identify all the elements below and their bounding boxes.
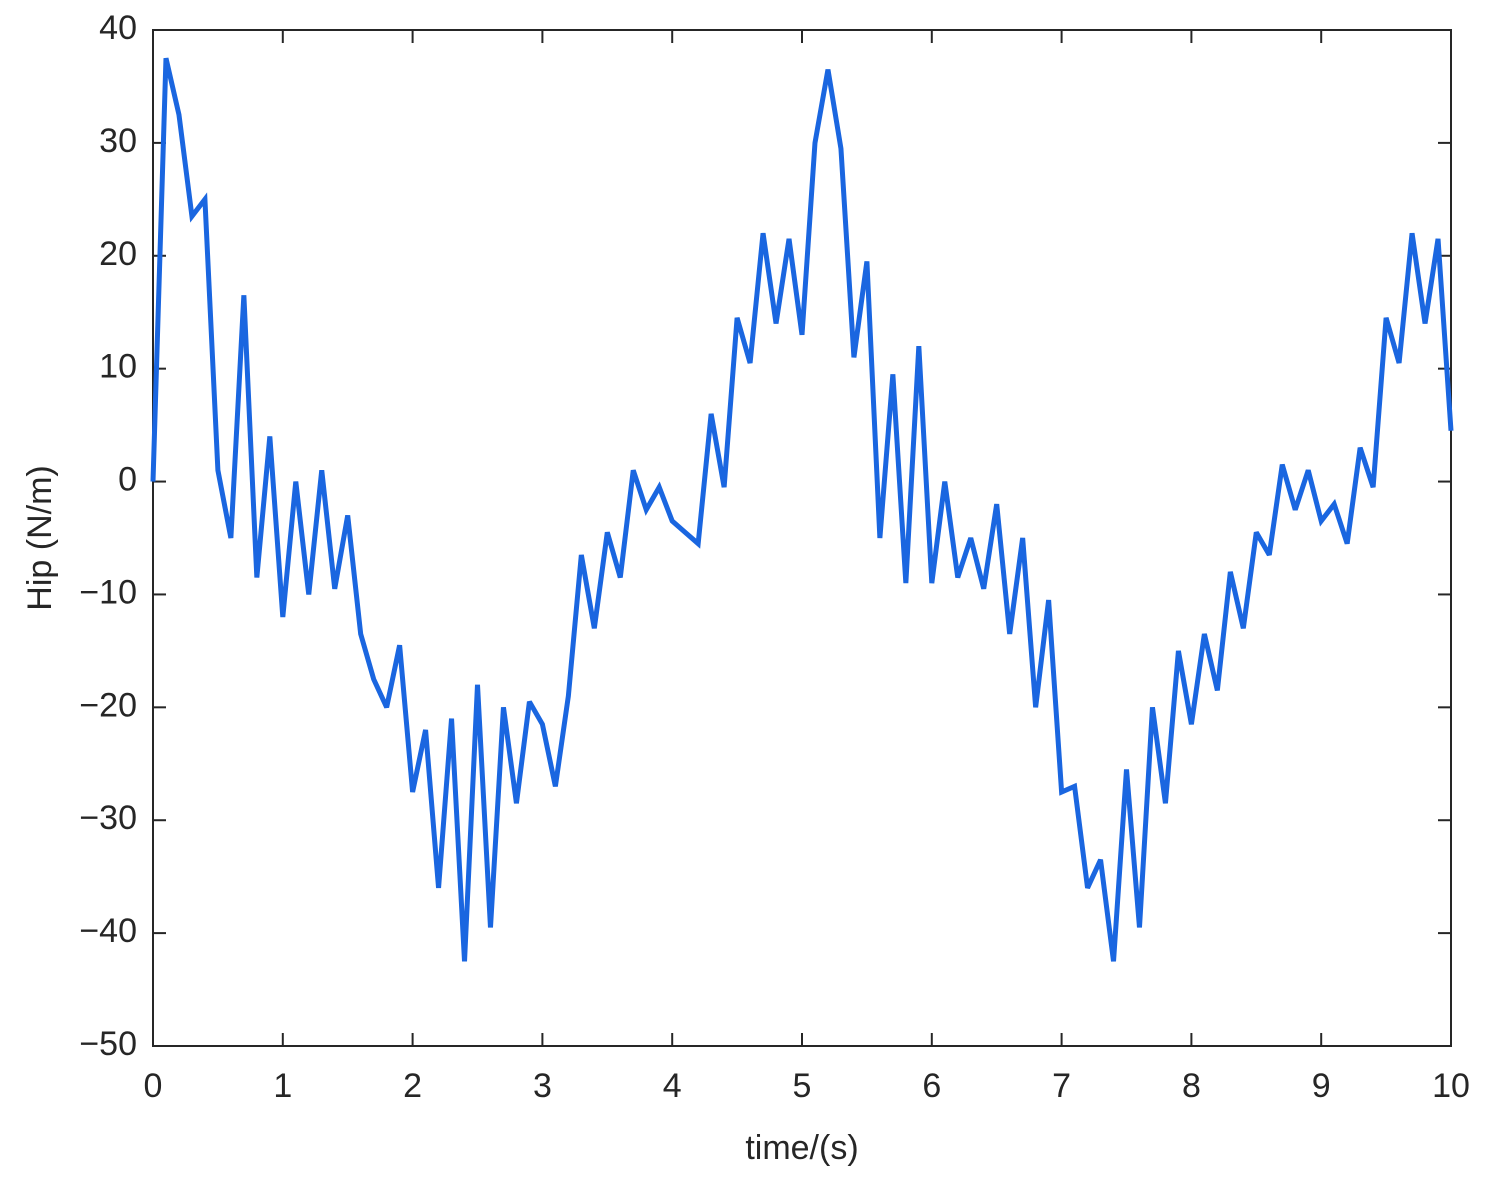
y-tick-label: −20 bbox=[79, 686, 137, 724]
x-tick-label: 5 bbox=[793, 1067, 812, 1105]
x-tick-label: 9 bbox=[1312, 1067, 1331, 1105]
y-tick-label: 0 bbox=[118, 461, 137, 499]
data-line bbox=[150, 57, 1454, 962]
x-tick-label: 1 bbox=[273, 1067, 292, 1105]
y-tick-label: 30 bbox=[99, 122, 137, 160]
x-tick-label: 2 bbox=[403, 1067, 422, 1105]
x-tick-label: 3 bbox=[533, 1067, 552, 1105]
y-tick-label: 10 bbox=[99, 348, 137, 386]
x-tick-label: 7 bbox=[1052, 1067, 1071, 1105]
x-axis-label: time/(s) bbox=[745, 1129, 858, 1167]
x-tick-label: 0 bbox=[144, 1067, 163, 1105]
y-tick-label: −40 bbox=[79, 912, 137, 950]
y-tick-label: −30 bbox=[79, 799, 137, 837]
x-tick-label: 8 bbox=[1182, 1067, 1201, 1105]
x-tick-label: 4 bbox=[663, 1067, 682, 1105]
y-axis-label: Hip (N/m) bbox=[21, 465, 59, 610]
x-tick-label: 10 bbox=[1432, 1067, 1470, 1105]
x-tick-label: 6 bbox=[922, 1067, 941, 1105]
y-tick-label: −50 bbox=[79, 1025, 137, 1063]
y-tick-label: −10 bbox=[79, 573, 137, 611]
y-tick-label: 20 bbox=[99, 235, 137, 273]
y-tick-label: 40 bbox=[99, 9, 137, 47]
